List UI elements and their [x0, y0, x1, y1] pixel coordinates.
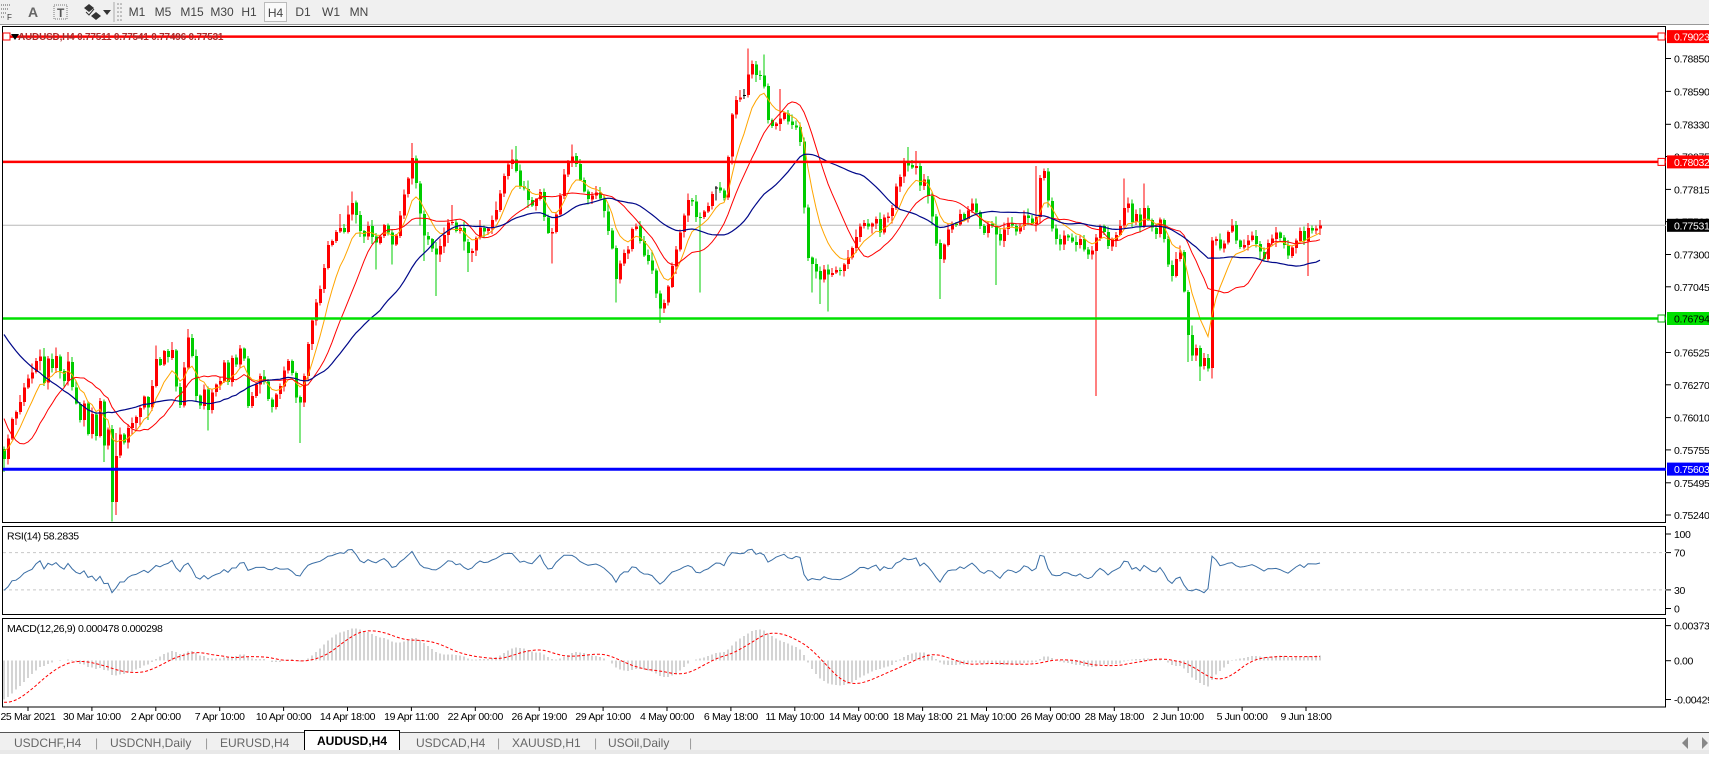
svg-text:0.76270: 0.76270 [1674, 380, 1709, 392]
svg-text:28 May 18:00: 28 May 18:00 [1085, 711, 1145, 723]
svg-text:0.79023: 0.79023 [1674, 32, 1709, 44]
svg-text:A: A [28, 4, 38, 20]
svg-text:0.78850: 0.78850 [1674, 54, 1709, 66]
svg-text:26 Apr 19:00: 26 Apr 19:00 [512, 711, 568, 723]
svg-text:0.75240: 0.75240 [1674, 510, 1709, 522]
svg-text:T: T [57, 6, 65, 20]
svg-text:RSI(14) 58.2835: RSI(14) 58.2835 [7, 531, 79, 543]
svg-text:0.76010: 0.76010 [1674, 413, 1709, 425]
svg-text:2 Jun 10:00: 2 Jun 10:00 [1153, 711, 1205, 723]
svg-text:11 May 10:00: 11 May 10:00 [765, 711, 824, 723]
svg-text:0.75603: 0.75603 [1674, 464, 1709, 476]
svg-text:0.00: 0.00 [1674, 656, 1694, 668]
svg-text:6 May 18:00: 6 May 18:00 [704, 711, 758, 723]
svg-text:18 May 18:00: 18 May 18:00 [893, 711, 953, 723]
svg-text:F: F [7, 13, 12, 22]
svg-text:0.75755: 0.75755 [1674, 445, 1709, 457]
svg-text:0.77300: 0.77300 [1674, 250, 1709, 262]
svg-text:30 Mar 10:00: 30 Mar 10:00 [63, 711, 121, 723]
svg-text:21 May 10:00: 21 May 10:00 [957, 711, 1017, 723]
svg-text:0.003738: 0.003738 [1674, 621, 1709, 633]
svg-text:MACD(12,26,9) 0.000478 0.00029: MACD(12,26,9) 0.000478 0.000298 [7, 623, 163, 635]
svg-text:0.77045: 0.77045 [1674, 282, 1709, 294]
svg-text:14 Apr 18:00: 14 Apr 18:00 [320, 711, 376, 723]
svg-text:9 Jun 18:00: 9 Jun 18:00 [1280, 711, 1332, 723]
svg-text:0.77815: 0.77815 [1674, 184, 1709, 196]
svg-text:0.76525: 0.76525 [1674, 348, 1709, 360]
svg-text:0.78590: 0.78590 [1674, 86, 1709, 98]
svg-text:0.76794: 0.76794 [1674, 314, 1709, 326]
svg-text:70: 70 [1674, 548, 1685, 560]
svg-text:-0.004299: -0.004299 [1674, 695, 1709, 707]
svg-text:7 Apr 10:00: 7 Apr 10:00 [195, 711, 245, 723]
svg-text:25 Mar 2021: 25 Mar 2021 [0, 711, 56, 723]
svg-text:0.77531: 0.77531 [1674, 220, 1709, 232]
svg-text:30: 30 [1674, 585, 1685, 597]
svg-text:26 May 00:00: 26 May 00:00 [1021, 711, 1081, 723]
svg-text:5 Jun 00:00: 5 Jun 00:00 [1217, 711, 1269, 723]
svg-text:0.75495: 0.75495 [1674, 478, 1709, 490]
svg-text:0: 0 [1674, 604, 1680, 616]
svg-text:4 May 00:00: 4 May 00:00 [640, 711, 694, 723]
svg-text:100: 100 [1674, 529, 1691, 541]
svg-text:10 Apr 00:00: 10 Apr 00:00 [256, 711, 312, 723]
svg-text:AUDUSD,H4 0.77511 0.77541 0.7: AUDUSD,H4 0.77511 0.77541 0.77496 0.7753… [18, 32, 224, 43]
svg-text:0.78032: 0.78032 [1674, 157, 1709, 169]
svg-text:22 Apr 00:00: 22 Apr 00:00 [448, 711, 504, 723]
svg-text:29 Apr 10:00: 29 Apr 10:00 [575, 711, 631, 723]
svg-text:19 Apr 11:00: 19 Apr 11:00 [384, 711, 439, 723]
svg-text:14 May 00:00: 14 May 00:00 [829, 711, 889, 723]
svg-text:2 Apr 00:00: 2 Apr 00:00 [131, 711, 181, 723]
svg-text:0.78330: 0.78330 [1674, 119, 1709, 131]
